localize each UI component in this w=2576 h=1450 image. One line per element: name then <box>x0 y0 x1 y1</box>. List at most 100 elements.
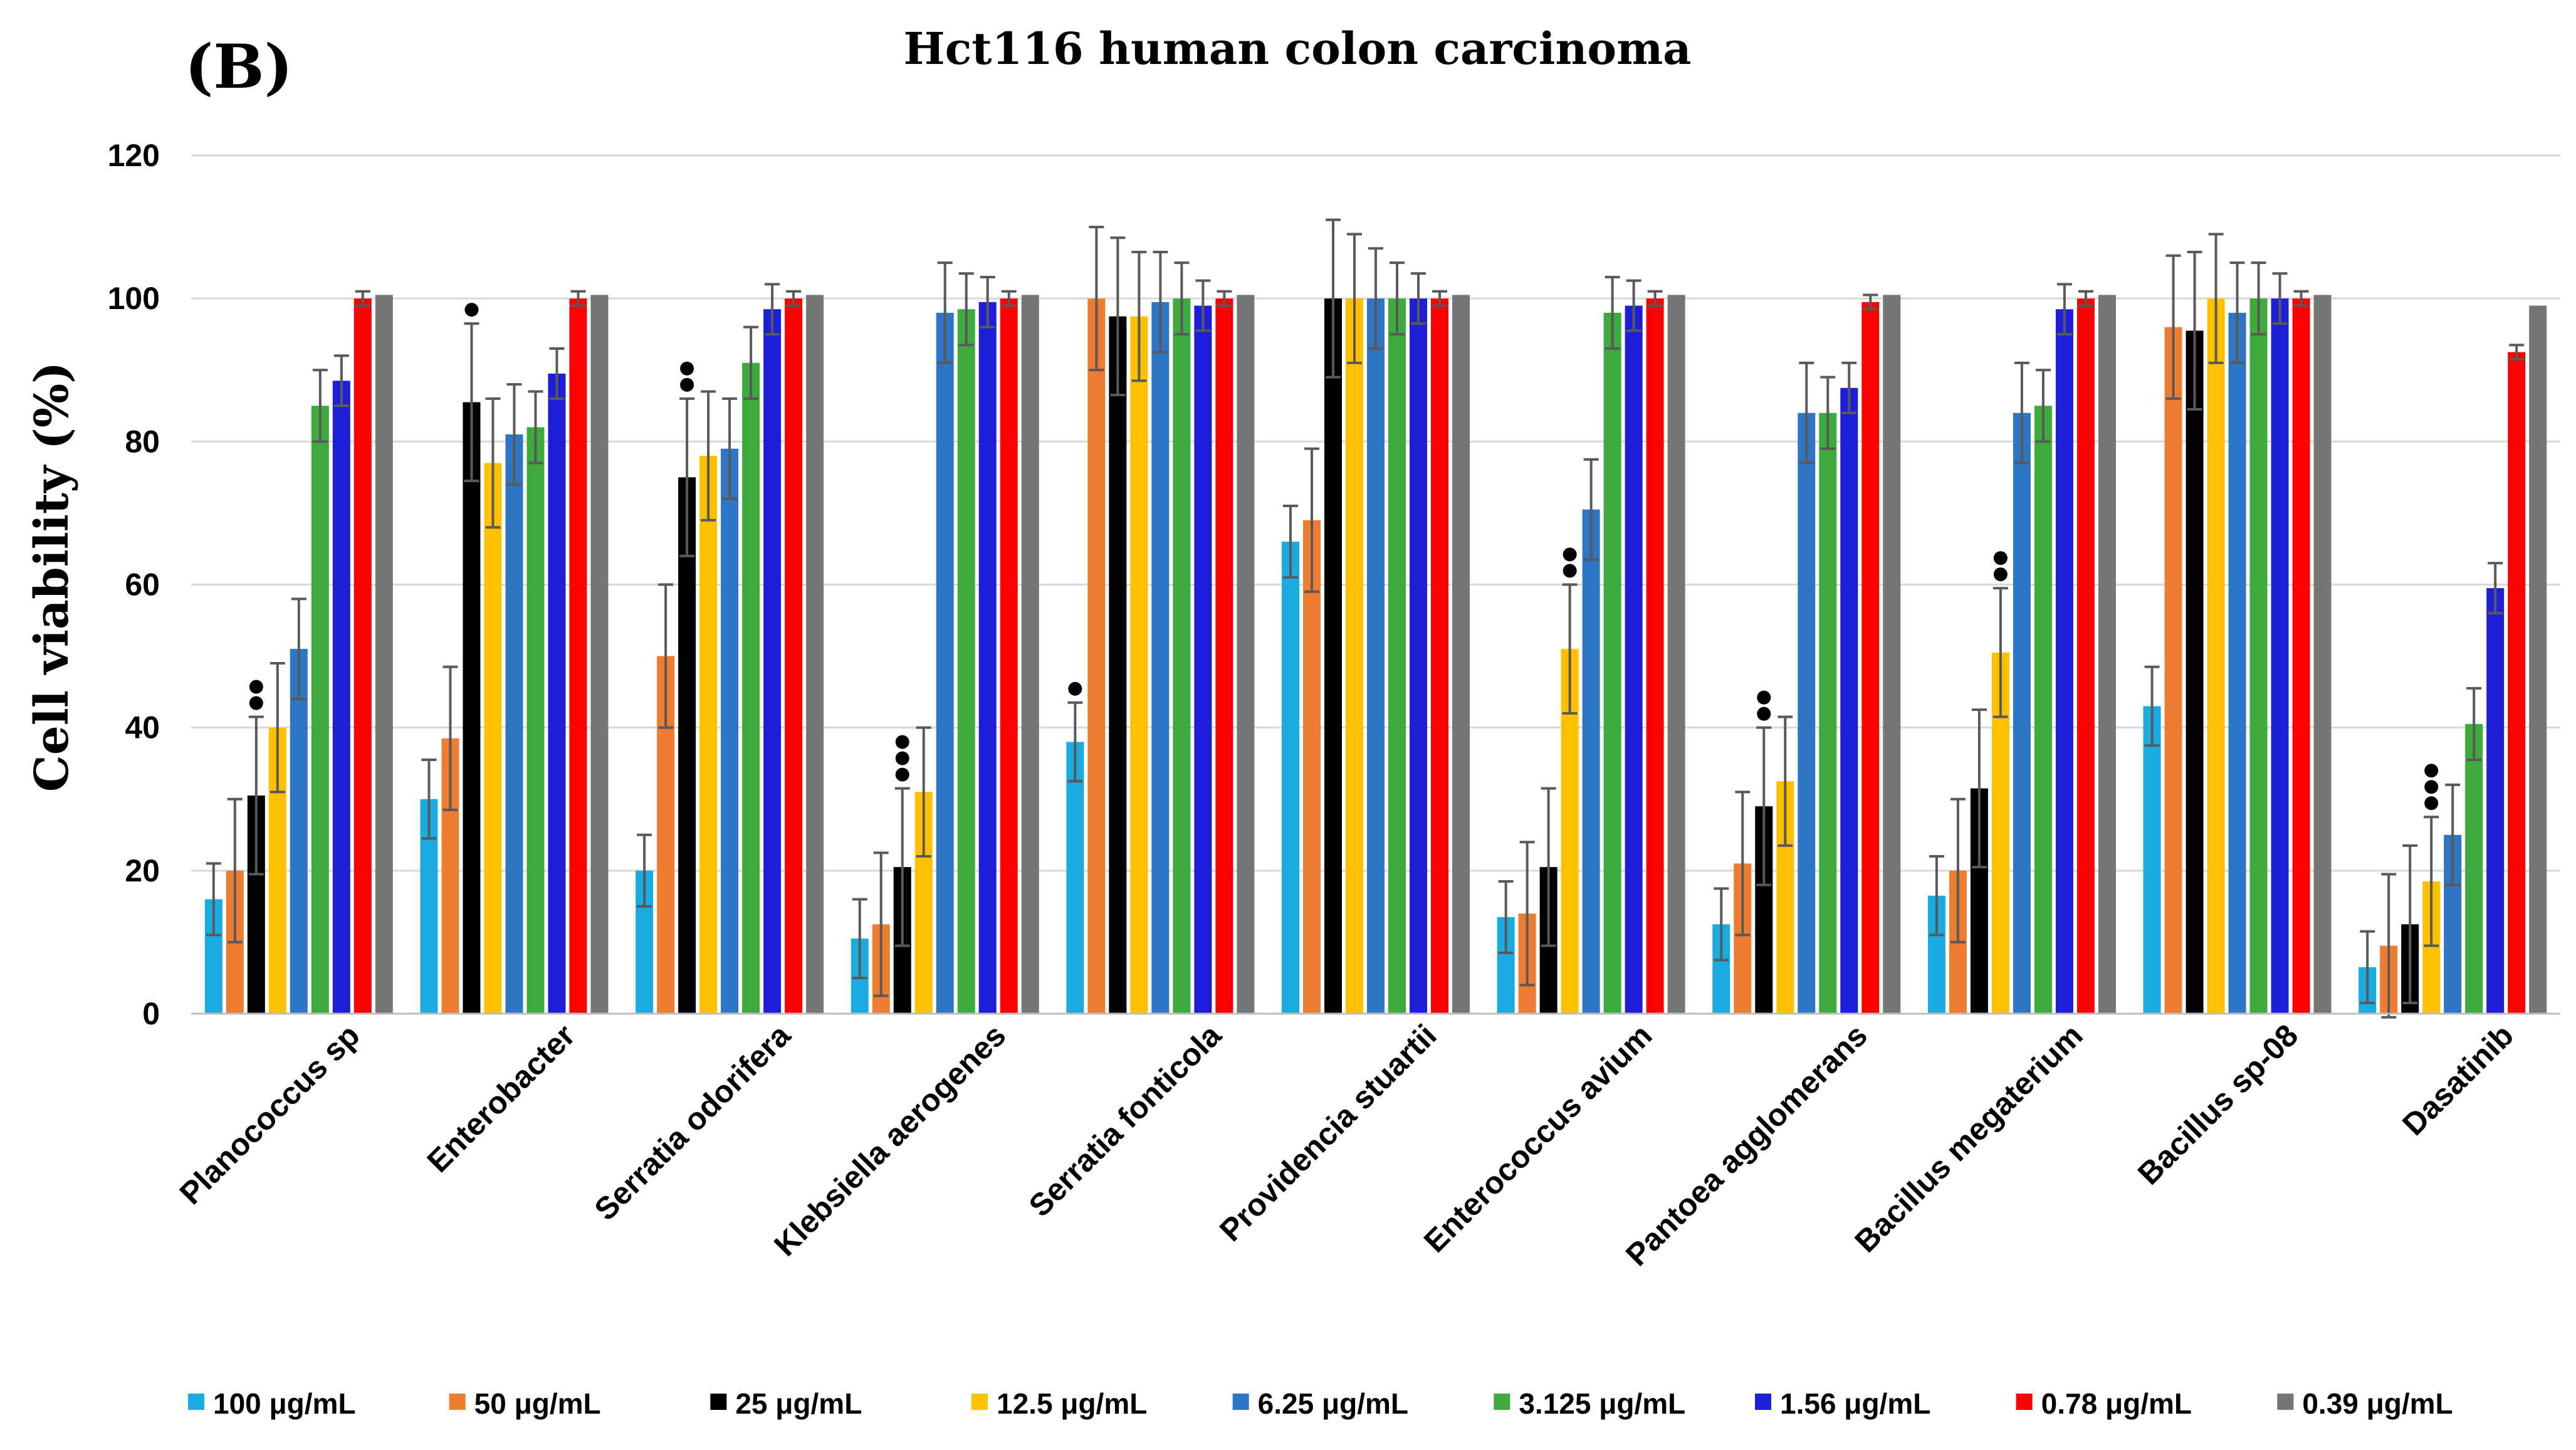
y-tick-label: 40 <box>125 710 160 745</box>
bar <box>2055 309 2073 1014</box>
legend-swatch <box>2277 1394 2294 1410</box>
bar <box>2228 312 2246 1014</box>
bar <box>936 312 954 1014</box>
legend-label: 25 μg/mL <box>735 1387 862 1420</box>
significance-dot <box>680 361 694 376</box>
bar <box>505 434 523 1014</box>
legend: 100 μg/mL 50 μg/mL 25 μg/mL 12.5 μg/mL 6.25 … <box>188 1387 2453 1420</box>
bar <box>2292 298 2310 1014</box>
significance-dot <box>1757 690 1771 705</box>
y-tick-label: 80 <box>125 424 160 459</box>
bar <box>1388 298 1406 1014</box>
significance-dot <box>2424 780 2439 794</box>
bar <box>699 456 718 1014</box>
legend-label: 100 μg/mL <box>213 1387 356 1420</box>
legend-label: 3.125 μg/mL <box>1519 1387 1685 1420</box>
bar <box>311 406 329 1014</box>
bar <box>1130 316 1148 1014</box>
y-axis-label: Cell viability (%) <box>25 362 79 792</box>
significance-dot <box>895 751 909 765</box>
bar <box>2529 305 2547 1014</box>
bar <box>1861 302 1880 1014</box>
bar <box>484 463 502 1014</box>
bar <box>2186 330 2204 1014</box>
legend-label: 1.56 μg/mL <box>1780 1387 1930 1420</box>
bar <box>2486 588 2505 1014</box>
bar <box>1603 312 1621 1014</box>
significance-dot <box>2424 764 2439 778</box>
significance-dot <box>1563 547 1577 562</box>
bar <box>1282 542 1299 1014</box>
bar <box>1000 298 1018 1014</box>
legend-swatch <box>188 1394 204 1410</box>
bar <box>1410 298 1427 1014</box>
legend-swatch <box>1494 1394 1511 1410</box>
bar <box>1215 298 1233 1014</box>
bar <box>2034 406 2052 1014</box>
x-category-label: Serratia odorifera <box>588 1017 798 1227</box>
bar <box>548 373 566 1014</box>
legend-swatch <box>2016 1394 2033 1410</box>
bar <box>806 295 824 1014</box>
significance-dot <box>249 696 263 710</box>
x-category-label: Enterococcus avium <box>1417 1017 1658 1259</box>
bar <box>2271 298 2289 1014</box>
y-axis-ticks: 0 20 40 60 80 100 120 <box>108 138 160 1031</box>
x-category-label: Providencia stuartii <box>1213 1017 1443 1248</box>
bar <box>1173 298 1191 1014</box>
chart-title: Hct116 human colon carcinoma <box>904 23 1692 75</box>
bar <box>1431 298 1448 1014</box>
significance-dot <box>1563 564 1577 578</box>
y-tick-label: 120 <box>108 138 160 173</box>
bar <box>1625 305 1643 1014</box>
significance-dot <box>895 767 909 782</box>
x-category-label: Bacillus sp-08 <box>2131 1017 2305 1191</box>
legend-swatch <box>710 1394 727 1410</box>
bar <box>1840 387 1858 1014</box>
bar <box>1367 298 1385 1014</box>
legend-swatch <box>449 1394 466 1410</box>
bar <box>678 477 696 1014</box>
bar <box>353 298 372 1014</box>
bar <box>1582 509 1600 1014</box>
bar <box>978 302 997 1014</box>
y-tick-label: 60 <box>125 567 160 602</box>
bar <box>957 309 975 1014</box>
bar <box>1021 295 1039 1014</box>
x-category-label: Klebsiella aerogenes <box>767 1017 1012 1263</box>
x-category-label: Bacillus megaterium <box>1848 1017 2089 1259</box>
x-category-label: Planococcus sp <box>173 1017 367 1211</box>
x-category-label: Pantoea agglomerans <box>1619 1017 1874 1273</box>
bar <box>1883 295 1901 1014</box>
bar <box>590 295 609 1014</box>
error-bars <box>206 218 2525 1019</box>
significance-dot <box>2424 796 2439 811</box>
legend-label: 0.39 μg/mL <box>2302 1387 2453 1420</box>
bar-series <box>204 295 2547 1014</box>
bar <box>1452 295 1470 1014</box>
bar <box>721 448 739 1014</box>
bar <box>375 295 393 1014</box>
bar <box>463 402 481 1014</box>
y-tick-label: 0 <box>142 996 160 1031</box>
significance-dot <box>1993 567 2008 582</box>
bar <box>1066 742 1084 1014</box>
bar <box>1087 298 1106 1014</box>
bar <box>1324 298 1342 1014</box>
bar <box>2143 706 2161 1014</box>
bar <box>2207 298 2225 1014</box>
panel-label: (B) <box>185 31 293 102</box>
bar <box>1303 520 1321 1014</box>
bar <box>569 298 587 1014</box>
bar <box>2098 295 2116 1014</box>
legend-label: 0.78 μg/mL <box>2041 1387 2192 1420</box>
legend-label: 50 μg/mL <box>474 1387 601 1420</box>
bar <box>785 298 803 1014</box>
significance-markers <box>249 303 2439 811</box>
x-category-label: Enterobacter <box>421 1017 582 1179</box>
bar <box>2076 298 2095 1014</box>
bar <box>2508 352 2526 1014</box>
legend-swatch <box>1755 1394 1771 1410</box>
y-tick-label: 20 <box>125 853 160 888</box>
